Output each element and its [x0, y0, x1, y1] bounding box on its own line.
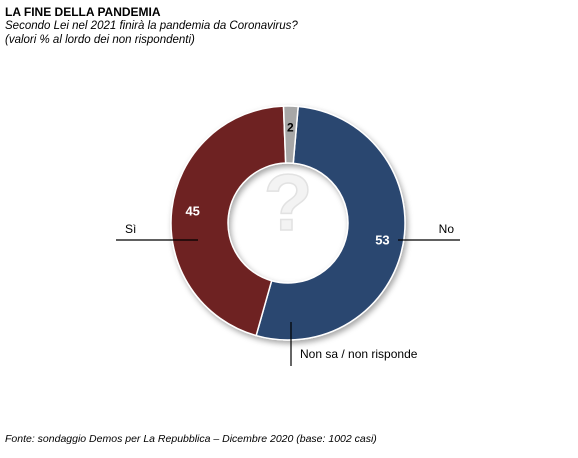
- chart-title: LA FINE DELLA PANDEMIA: [5, 5, 161, 19]
- donut-slices: [170, 105, 406, 341]
- slice-0: [255, 105, 406, 341]
- question-mark-icon: ?: [263, 157, 313, 248]
- slice-category-label: No: [439, 222, 455, 236]
- slice-2: [282, 105, 300, 165]
- subtitle-note: (valori % al lordo dei non rispondenti): [5, 34, 195, 46]
- slice-value-label: 2: [287, 121, 294, 135]
- source-note: Fonte: sondaggio Demos per La Repubblica…: [5, 433, 377, 445]
- svg-text:?: ?: [264, 158, 313, 247]
- slice-category-label: Sì: [125, 222, 136, 236]
- slice-category-label: Non sa / non risponde: [300, 347, 418, 361]
- slice-annotations: 53 45 2 Sì No Non sa / non risponde: [116, 121, 460, 366]
- slice-1: [170, 105, 287, 337]
- slice-value-label: 45: [185, 204, 199, 219]
- chart-subtitle: Secondo Lei nel 2021 finirà la pandemia …: [5, 19, 298, 47]
- donut-chart: ? 53 45 2 Sì No Non sa / non risponde: [116, 105, 460, 366]
- subtitle-question: Secondo Lei nel 2021 finirà la pandemia …: [5, 20, 298, 32]
- slice-value-label: 53: [375, 232, 389, 247]
